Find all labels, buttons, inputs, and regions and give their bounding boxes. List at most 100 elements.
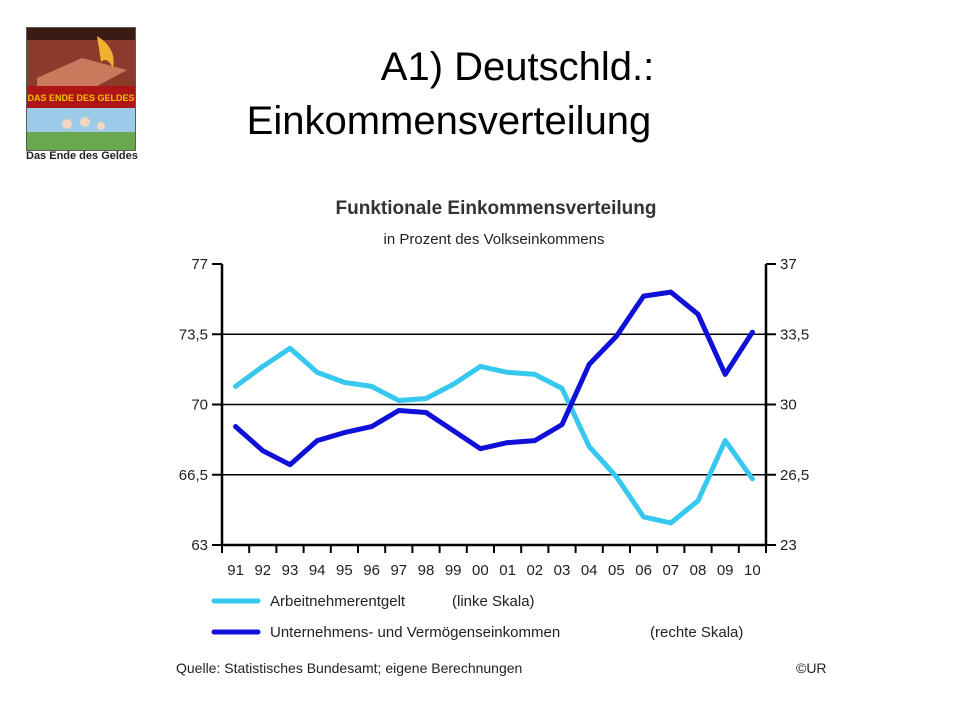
x-tick-label: 06	[635, 562, 652, 579]
data-point	[478, 446, 483, 452]
x-tick-label: 07	[662, 562, 679, 579]
x-tick-label: 98	[418, 562, 435, 579]
series-line-arbeitnehmerentgelt	[233, 345, 755, 526]
series-line-unternehmenseinkommen	[233, 289, 755, 468]
x-tick-label: 92	[254, 562, 271, 579]
book-cover-flame-shape	[97, 36, 114, 68]
book-cover-title: DAS ENDE DES GELDES	[27, 93, 134, 103]
x-tick-label: 09	[717, 562, 734, 579]
x-tick-label: 91	[227, 562, 244, 579]
y-left-tick-label: 77	[191, 256, 208, 273]
book-cover-money-shape	[37, 58, 127, 86]
data-point	[423, 410, 429, 415]
book-caption: Das Ende des Geldes	[26, 150, 138, 162]
data-point	[750, 476, 755, 482]
y-right-tick-label: 23	[780, 537, 797, 554]
y-left-tick-label: 73,5	[179, 326, 208, 343]
legend-suffix-arbeitnehmerentgelt: (linke Skala)	[452, 593, 535, 610]
data-point	[750, 329, 755, 335]
x-tick-label: 95	[336, 562, 353, 579]
data-point	[695, 498, 701, 504]
x-tick-label: 02	[526, 562, 543, 579]
data-point	[559, 422, 565, 427]
y-right-tick-label: 30	[780, 397, 797, 414]
grid-lines	[222, 333, 766, 476]
data-point	[478, 363, 483, 369]
data-point	[668, 520, 674, 526]
data-point	[695, 311, 701, 317]
book-cover-person-1	[62, 119, 72, 129]
data-point	[586, 444, 592, 450]
copyright-note: ©UR	[796, 660, 827, 676]
data-point	[668, 289, 674, 295]
y-left-tick-label: 66,5	[179, 467, 208, 484]
source-note: Quelle: Statistisches Bundesamt; eigene …	[176, 660, 522, 676]
data-point	[342, 380, 347, 385]
chart-axes	[212, 263, 776, 553]
y-left-tick-label: 63	[191, 537, 208, 554]
x-tick-label: 93	[282, 562, 299, 579]
slide-title-line1: A1) Deutschld.:	[380, 45, 655, 89]
x-tick-label: 08	[690, 562, 707, 579]
series-lines	[233, 289, 755, 526]
x-tick-label: 00	[472, 562, 489, 579]
y-left-tick-label: 70	[191, 397, 208, 414]
book-cover-grass	[27, 132, 135, 150]
data-point	[369, 424, 374, 429]
data-point	[260, 363, 266, 369]
book-cover-person-3	[97, 122, 105, 130]
data-point	[586, 361, 592, 367]
data-point	[233, 424, 239, 429]
data-point	[532, 438, 538, 444]
data-point	[505, 369, 510, 375]
data-point	[369, 384, 374, 389]
legend-suffix-unternehmenseinkommen: (rechte Skala)	[650, 624, 743, 641]
book-cover-author-strip	[27, 28, 135, 40]
data-point	[614, 333, 619, 339]
y-right-tick-label: 33,5	[780, 326, 809, 343]
data-point	[314, 438, 320, 444]
slide-title: A1) Deutschld.: Einkommensverteilung	[180, 40, 780, 148]
slide-title-line2: Einkommensverteilung	[246, 99, 652, 143]
data-point	[287, 345, 293, 351]
y-right-tick-label: 26,5	[780, 467, 809, 484]
chart-title: Funktionale Einkommensverteilung	[336, 198, 657, 219]
data-point	[342, 430, 347, 435]
book-cover-illustration: DAS ENDE DES GELDES	[27, 28, 135, 150]
data-point	[722, 371, 728, 377]
y-right-tick-label: 37	[780, 256, 797, 273]
chart-subtitle: in Prozent des Volkseinkommens	[384, 231, 605, 248]
book-cover-band	[27, 86, 135, 108]
x-tick-label: 05	[608, 562, 625, 579]
x-tick-label: 94	[309, 562, 326, 579]
x-tick-label: 01	[499, 562, 516, 579]
data-point	[423, 396, 429, 401]
book-cover-image: DAS ENDE DES GELDES	[26, 27, 136, 151]
data-point	[614, 474, 619, 480]
data-point	[641, 293, 646, 299]
x-tick-label: 99	[445, 562, 462, 579]
data-point	[287, 462, 293, 468]
data-point	[505, 440, 510, 446]
data-point	[722, 438, 728, 444]
chart-legend: Arbeitnehmerentgelt (linke Skala) Untern…	[211, 593, 743, 641]
data-point	[233, 384, 239, 389]
data-point	[450, 382, 456, 387]
book-cover-person-2	[80, 117, 90, 127]
x-tick-label: 10	[744, 562, 761, 579]
data-point	[641, 514, 646, 520]
x-tick-label: 04	[581, 562, 598, 579]
data-point	[559, 386, 565, 391]
data-point	[260, 448, 266, 454]
x-tick-label: 96	[363, 562, 380, 579]
data-point	[396, 408, 402, 413]
data-point	[396, 398, 402, 403]
legend-label-arbeitnehmerentgelt: Arbeitnehmerentgelt	[270, 593, 406, 610]
x-tick-label: 03	[554, 562, 571, 579]
x-tick-label: 97	[390, 562, 407, 579]
data-point	[314, 369, 320, 375]
data-point	[450, 428, 456, 433]
data-point	[532, 371, 538, 377]
tick-labels: 63 66,5 70 73,5 77 23 26,5 30 33,5 37 91 92 93 94 95 96…	[179, 256, 809, 579]
